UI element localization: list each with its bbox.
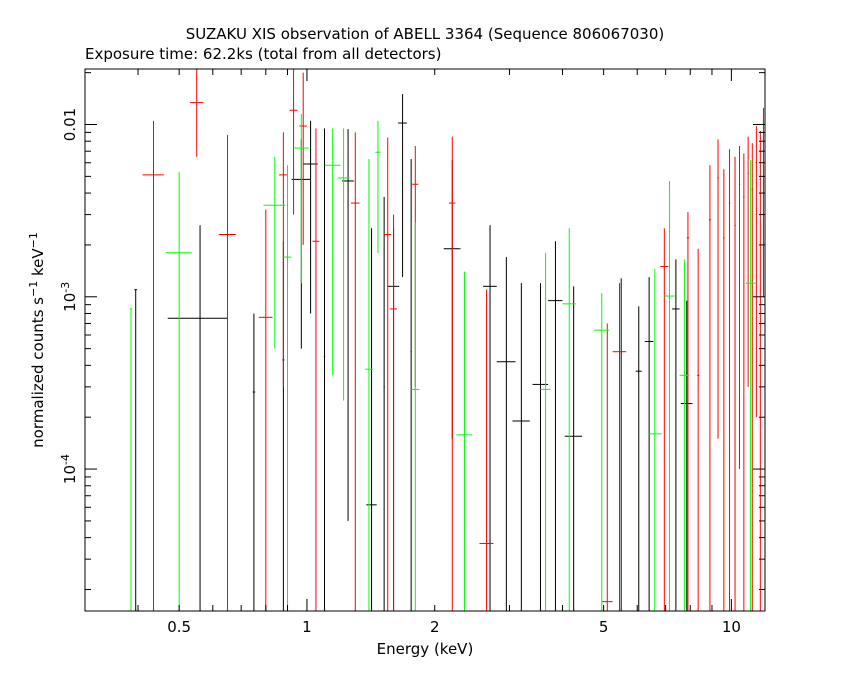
data-point <box>562 228 576 611</box>
series-0 <box>134 94 693 611</box>
data-point <box>612 283 627 611</box>
y-tick-label: 10-4 <box>59 454 79 484</box>
data-point <box>167 225 228 611</box>
data-point <box>165 172 192 611</box>
data-point <box>134 289 138 611</box>
data-point <box>390 214 398 611</box>
data-point <box>283 165 292 611</box>
data-point <box>601 323 613 611</box>
data-point <box>263 156 286 349</box>
data-point <box>512 283 530 611</box>
data-point <box>680 300 693 611</box>
data-point <box>312 128 320 611</box>
data-point <box>384 137 392 611</box>
y-tick-label: 0.01 <box>61 108 79 141</box>
data-point <box>708 165 711 611</box>
data-point <box>289 69 298 215</box>
data-point <box>142 120 164 611</box>
data-point <box>679 259 690 611</box>
data-point <box>479 289 494 611</box>
y-tick-label: 10-3 <box>59 282 79 312</box>
data-point <box>620 278 622 611</box>
x-tick-label: 1 <box>302 618 312 636</box>
data-point <box>738 146 741 470</box>
data-point <box>644 277 654 611</box>
data-point <box>751 143 753 611</box>
x-tick-label: 2 <box>430 618 440 636</box>
data-point <box>456 271 473 611</box>
data-point <box>411 222 420 611</box>
data-point <box>383 196 385 611</box>
data-point <box>218 134 236 611</box>
data-point <box>647 268 662 611</box>
axis-layer: 0.5 1 2 5 10 10-4 10-3 0.01 <box>59 69 765 636</box>
data-point <box>252 313 256 611</box>
data-point <box>483 225 497 611</box>
series-1 <box>142 69 765 611</box>
data-point <box>635 306 642 611</box>
data-point <box>375 120 381 253</box>
series-layer <box>129 69 765 611</box>
data-point <box>660 228 669 611</box>
data-point <box>324 128 341 376</box>
data-point <box>672 259 680 611</box>
data-point <box>323 128 326 611</box>
data-point <box>728 149 731 611</box>
x-tick-label: 0.5 <box>167 618 191 636</box>
data-point <box>759 130 761 611</box>
x-axis-label: Energy (keV) <box>377 640 474 658</box>
data-point <box>129 308 133 611</box>
data-point <box>717 139 719 439</box>
data-point <box>350 132 360 611</box>
data-point <box>723 169 725 611</box>
data-point <box>189 69 204 157</box>
data-point <box>540 252 551 611</box>
x-tick-label: 5 <box>599 618 609 636</box>
data-point <box>448 136 456 611</box>
data-point <box>594 293 610 611</box>
data-point <box>364 159 373 611</box>
y-axis-label: normalized counts s−1 keV−1 <box>27 232 48 448</box>
plot-frame <box>84 68 766 612</box>
data-point <box>664 180 675 611</box>
data-point <box>743 153 745 611</box>
data-point <box>686 212 690 611</box>
data-point <box>366 228 377 611</box>
data-point <box>564 286 583 611</box>
data-point <box>496 257 516 611</box>
data-point <box>762 107 765 297</box>
x-tick-label: 10 <box>722 618 741 636</box>
data-point <box>697 248 700 611</box>
data-point <box>303 120 318 314</box>
data-point <box>747 136 749 387</box>
data-point <box>755 126 757 418</box>
data-point <box>299 72 307 245</box>
data-point <box>337 128 350 401</box>
data-point <box>293 114 309 284</box>
data-point <box>258 209 273 611</box>
data-point <box>279 132 288 387</box>
series-2 <box>129 114 756 611</box>
data-point <box>745 160 756 611</box>
chart-subtitle: Exposure time: 62.2ks (total from all de… <box>85 45 441 63</box>
data-point <box>398 94 407 278</box>
chart-title: SUZAKU XIS observation of ABELL 3364 (Se… <box>186 25 664 43</box>
data-point <box>548 241 563 611</box>
data-point <box>410 159 412 611</box>
data-point <box>734 156 736 611</box>
